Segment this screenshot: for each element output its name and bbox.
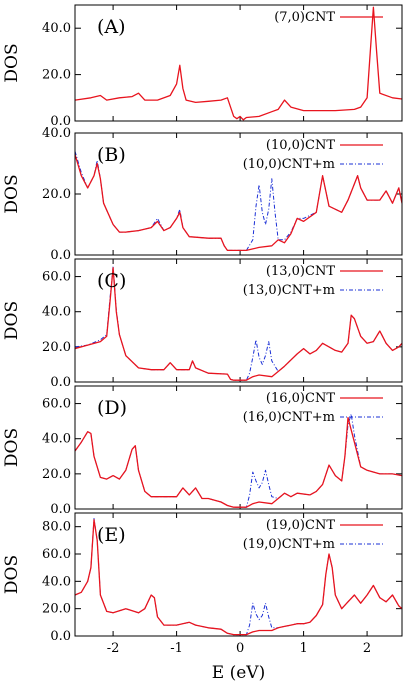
panel-label: (C) (97, 270, 126, 292)
legend-label: (13,0)CNT (266, 264, 335, 279)
y-tick-label: 0.0 (50, 248, 71, 263)
y-tick-label: 60.0 (42, 270, 71, 285)
y-axis-label: DOS (2, 43, 22, 82)
legend-label: (16,0)CNT+m (243, 410, 335, 425)
panel-label: (E) (97, 524, 126, 546)
panel-a: 0.0 20.0 40.0 (A) DOS (7,0)CNT (2, 4, 403, 129)
x-tick-label: 1 (299, 641, 307, 656)
y-tick-label: 20.0 (42, 467, 71, 482)
y-tick-label: 0.0 (50, 114, 71, 129)
y-tick-label: 80.0 (42, 520, 71, 535)
panel-label: (B) (97, 144, 126, 166)
y-tick-label: 40.0 (42, 432, 71, 447)
y-tick-label: 0.0 (50, 629, 71, 644)
plot-frame (74, 132, 403, 256)
y-tick-label: 20.0 (42, 602, 71, 617)
series-cnt-line (75, 416, 402, 508)
plot-frame (74, 4, 403, 122)
legend-label: (13,0)CNT+m (243, 283, 335, 298)
panel-label: (A) (97, 16, 126, 38)
legend-label: (19,0)CNT (266, 518, 335, 533)
x-axis-label: E (eV) (212, 663, 265, 683)
y-tick-label: 40.0 (42, 126, 71, 141)
series-cnt-line (75, 6, 402, 121)
y-tick-label: 20.0 (42, 340, 71, 355)
y-tick-label: 40.0 (42, 305, 71, 320)
series-cnt-line (75, 154, 402, 252)
legend-label: (10,0)CNT+m (243, 157, 335, 172)
legend-label: (7,0)CNT (274, 10, 335, 25)
panel-b: 0.0 20.0 40.0 (B) DOS (10,0)CNT (10,0)CNT+m (2, 126, 403, 263)
y-axis-label: DOS (2, 174, 22, 213)
series-cnt-m-line (75, 413, 402, 508)
panel-c: 0.0 20.0 40.0 60.0 (C) DOS (13,0)CNT (13,0)CNT+… (2, 258, 403, 390)
series-cnt-m-line (75, 151, 402, 251)
y-axis-label: DOS (2, 301, 22, 340)
plot-frame (74, 258, 403, 383)
x-tick-label: -2 (107, 641, 120, 656)
x-tick-label: 2 (363, 641, 371, 656)
panel-label: (D) (97, 397, 127, 419)
y-axis-label: DOS (2, 555, 22, 594)
y-tick-label: 20.0 (42, 187, 71, 202)
y-tick-label: 60.0 (42, 397, 71, 412)
series-cnt-line (75, 267, 402, 381)
x-tick-label: 0 (236, 641, 244, 656)
y-axis-label: DOS (2, 428, 22, 467)
legend-label: (19,0)CNT+m (243, 537, 335, 552)
x-tick-label: -1 (170, 641, 183, 656)
y-tick-label: 60.0 (42, 547, 71, 562)
plot-frame (74, 385, 403, 510)
panel-e: 0.0 20.0 40.0 60.0 80.0 (E) DOS (19,0)CNT (19,0)… (2, 512, 403, 683)
panel-d: 0.0 20.0 40.0 60.0 (D) DOS (16,0)CNT (16,0)CNT+… (2, 385, 403, 517)
y-tick-label: 0.0 (50, 502, 71, 517)
y-tick-label: 0.0 (50, 375, 71, 390)
series-cnt-line (75, 519, 402, 636)
plot-frame (74, 512, 403, 637)
y-tick-label: 40.0 (42, 21, 71, 36)
y-tick-label: 20.0 (42, 68, 71, 83)
legend-label: (10,0)CNT (266, 138, 335, 153)
y-tick-label: 40.0 (42, 574, 71, 589)
legend-label: (16,0)CNT (266, 391, 335, 406)
